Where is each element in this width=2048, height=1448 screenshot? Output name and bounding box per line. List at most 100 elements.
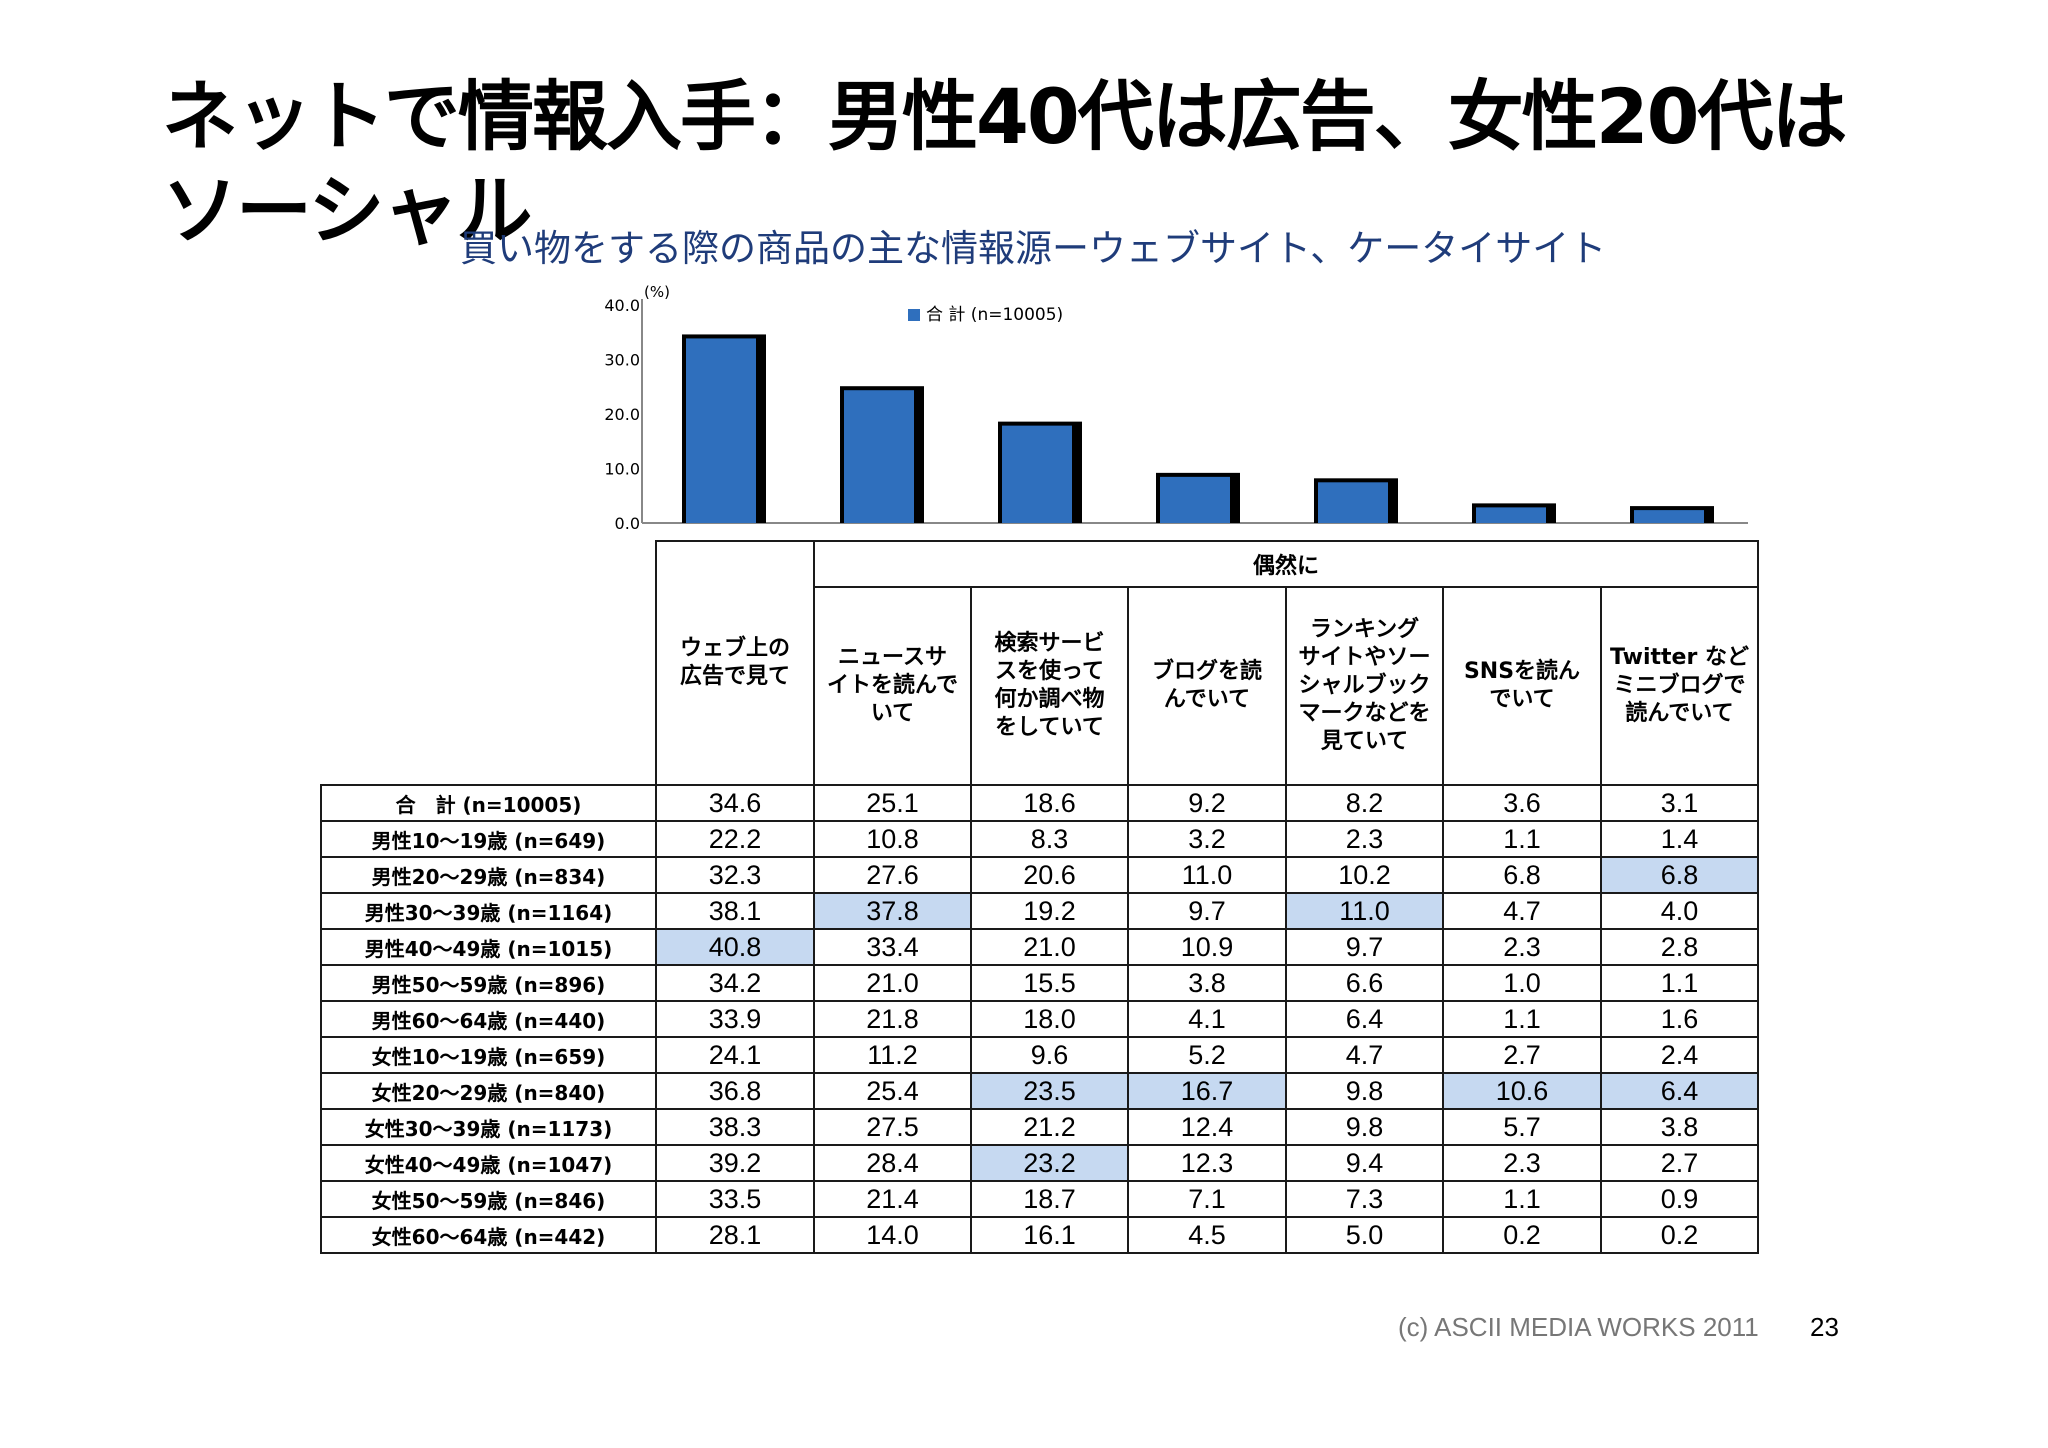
table-row: 男性20～29歳 (n=834) 32.3 27.6 20.6 11.0 10.2 6.8 6… [320, 856, 1759, 894]
table-cell: 5.0 [1285, 1216, 1444, 1254]
table-cell: 33.5 [655, 1180, 815, 1218]
column-header-line: でいて [1489, 687, 1555, 712]
row-label: 男性50～59歳 (n=896) [320, 964, 657, 1002]
group-header: 偶然に [813, 540, 1759, 588]
row-label: 女性30～39歳 (n=1173) [320, 1108, 657, 1146]
row-label: 女性40～49歳 (n=1047) [320, 1144, 657, 1182]
table-cell: 10.9 [1127, 928, 1287, 966]
table-cell: 21.4 [813, 1180, 972, 1218]
table-cell: 12.3 [1127, 1144, 1287, 1182]
column-header-line: サイトやソー [1298, 645, 1431, 670]
table-cell: 3.6 [1442, 784, 1602, 822]
column-header: 検索サービ スを使って 何か調べ物 をしていて [970, 586, 1129, 786]
table-cell: 10.2 [1285, 856, 1444, 894]
table-cell: 16.7 [1127, 1072, 1287, 1110]
row-label: 男性40～49歳 (n=1015) [320, 928, 657, 966]
row-label: 男性10～19歳 (n=649) [320, 820, 657, 858]
table-cell: 37.8 [813, 892, 972, 930]
column-header-line: イトを読んで [827, 673, 958, 698]
table-cell: 4.7 [1442, 892, 1602, 930]
table-cell: 4.1 [1127, 1000, 1287, 1038]
table-cell: 9.7 [1285, 928, 1444, 966]
table-cell: 3.8 [1127, 964, 1287, 1002]
table-cell: 10.8 [813, 820, 972, 858]
column-header: ニュースサ イトを読んで いて [813, 586, 972, 786]
table-cell: 7.3 [1285, 1180, 1444, 1218]
column-header-line: Twitter など [1610, 645, 1749, 670]
table-cell: 11.0 [1127, 856, 1287, 894]
y-tick-label: 30.0 [604, 351, 640, 370]
chart-subtitle: 買い物をする際の商品の主な情報源ーウェブサイト、ケータイサイト [460, 227, 1607, 270]
column-header-line: ミニブログで [1613, 673, 1746, 698]
row-label: 男性20～29歳 (n=834) [320, 856, 657, 894]
table-cell: 28.4 [813, 1144, 972, 1182]
table-cell: 3.2 [1127, 820, 1287, 858]
column-header-line: 見ていて [1320, 729, 1409, 754]
table-cell: 15.5 [970, 964, 1129, 1002]
table-cell: 8.2 [1285, 784, 1444, 822]
slide-title: ネットで情報入手：男性40代は広告、女性20代はソーシャル [162, 72, 1848, 255]
table-cell: 23.2 [970, 1144, 1129, 1182]
table-cell: 9.8 [1285, 1108, 1444, 1146]
table-cell: 2.4 [1600, 1036, 1759, 1074]
table-cell: 2.3 [1285, 820, 1444, 858]
table-cell: 28.1 [655, 1216, 815, 1254]
bar [1160, 476, 1230, 523]
column-header-line: んでいて [1163, 687, 1251, 712]
table-row: 女性60～64歳 (n=442) 28.1 14.0 16.1 4.5 5.0 0.2 0.2 [320, 1216, 1759, 1254]
column-header: ブログを読 んでいて [1127, 586, 1287, 786]
bar [1476, 507, 1546, 523]
table-row: 合 計 (n=10005) 34.6 25.1 18.6 9.2 8.2 3.6 3.1 [320, 784, 1759, 822]
table-cell: 18.6 [970, 784, 1129, 822]
table-cell: 6.8 [1600, 856, 1759, 894]
bar [1318, 482, 1388, 523]
column-header-line: 検索サービ [994, 631, 1105, 656]
table-cell: 2.7 [1600, 1144, 1759, 1182]
table-cell: 6.8 [1442, 856, 1602, 894]
table-cell: 1.1 [1442, 1000, 1602, 1038]
table-cell: 9.6 [970, 1036, 1129, 1074]
table-cell: 22.2 [655, 820, 815, 858]
column-header-line: シャルブック [1298, 673, 1431, 698]
bar-chart: 40.0 30.0 20.0 10.0 0.0 (%) [604, 283, 1748, 530]
table-cell: 20.6 [970, 856, 1129, 894]
table-cell: 4.7 [1285, 1036, 1444, 1074]
table-cell: 1.1 [1600, 964, 1759, 1002]
table-cell: 1.0 [1442, 964, 1602, 1002]
column-header: Twitter など ミニブログで 読んでいて [1600, 586, 1759, 786]
table-cell: 5.2 [1127, 1036, 1287, 1074]
y-tick-label: 10.0 [604, 460, 640, 479]
table-cell: 40.8 [655, 928, 815, 966]
table-cell: 11.0 [1285, 892, 1444, 930]
table-cell: 34.6 [655, 784, 815, 822]
table-row: 男性30～39歳 (n=1164) 38.1 37.8 19.2 9.7 11.0 4.7 4… [320, 892, 1759, 930]
data-table: ウェブ上の 広告で見て 偶然に ニュースサ イトを読んで いて 検索サービ スを使って 何か… [320, 540, 1759, 1254]
table-cell: 33.9 [655, 1000, 815, 1038]
bar [686, 338, 756, 523]
table-cell: 3.1 [1600, 784, 1759, 822]
bar [1002, 425, 1072, 523]
table-cell: 34.2 [655, 964, 815, 1002]
row-label: 女性10～19歳 (n=659) [320, 1036, 657, 1074]
table-cell: 25.4 [813, 1072, 972, 1110]
table-row: 男性10～19歳 (n=649) 22.2 10.8 8.3 3.2 2.3 1.1 1.4 [320, 820, 1759, 858]
column-header-line: ブログを読 [1151, 659, 1262, 684]
table-cell: 9.7 [1127, 892, 1287, 930]
table-cell: 1.4 [1600, 820, 1759, 858]
table-cell: 9.8 [1285, 1072, 1444, 1110]
table-cell: 39.2 [655, 1144, 815, 1182]
row-label: 女性60～64歳 (n=442) [320, 1216, 657, 1254]
table-cell: 32.3 [655, 856, 815, 894]
table-cell: 4.0 [1600, 892, 1759, 930]
table-cell: 2.3 [1442, 1144, 1602, 1182]
column-header-line: ニュースサ [838, 645, 947, 670]
table-row: 男性50～59歳 (n=896) 34.2 21.0 15.5 3.8 6.6 1.0 1.1 [320, 964, 1759, 1002]
table-cell: 1.1 [1442, 820, 1602, 858]
table-cell: 0.9 [1600, 1180, 1759, 1218]
column-header-line: をしていて [995, 715, 1104, 740]
table-cell: 9.4 [1285, 1144, 1444, 1182]
table-cell: 38.1 [655, 892, 815, 930]
table-cell: 0.2 [1600, 1216, 1759, 1254]
legend-label: 合 計 (n=10005) [926, 305, 1064, 325]
table-cell: 7.1 [1127, 1180, 1287, 1218]
